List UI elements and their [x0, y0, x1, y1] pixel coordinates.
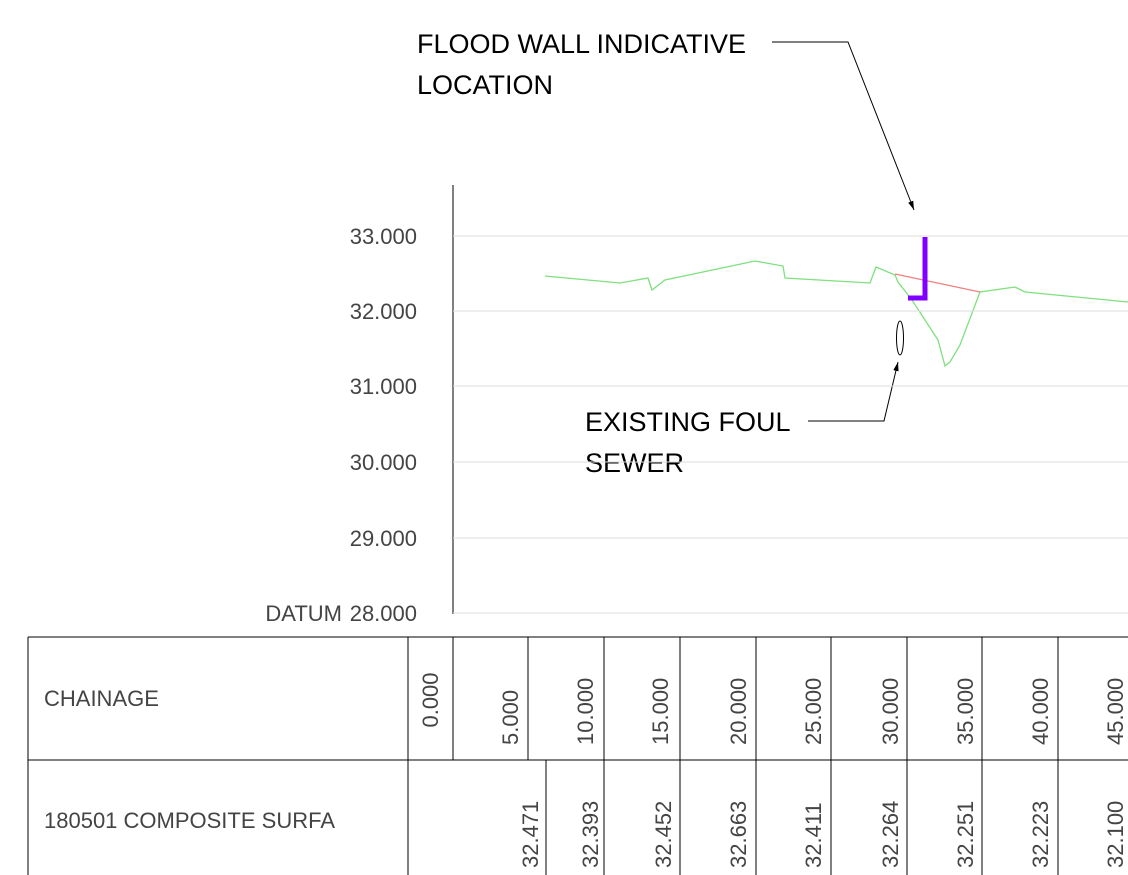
datum-label: DATUM [265, 601, 342, 626]
level-value: 32.264 [878, 801, 903, 868]
flood-wall [908, 237, 928, 301]
annotation: SEWER [585, 448, 684, 478]
level-label: 32.000 [350, 299, 417, 324]
level-label: 31.000 [350, 374, 417, 399]
leader [808, 361, 899, 422]
sewer-pipe [896, 320, 904, 356]
level-value: 32.471 [518, 801, 543, 868]
chainage-label: 35.000 [953, 678, 978, 745]
chainage-label: 45.000 [1103, 678, 1128, 745]
surface-line [544, 260, 1128, 368]
annotation: FLOOD WALL INDICATIVE [417, 29, 746, 59]
level-value: 32.452 [651, 801, 676, 868]
table-frame [27, 636, 1128, 875]
level-label: 28.000 [350, 601, 417, 626]
chainage-label: 40.000 [1028, 678, 1053, 745]
level-value: 32.663 [726, 801, 751, 868]
chainage-label: 20.000 [726, 678, 751, 745]
chainage-label: 0.000 [418, 672, 443, 727]
chainage-label: 25.000 [801, 678, 826, 745]
row-label: CHAINAGE [44, 686, 159, 711]
annotation: EXISTING FOUL [585, 407, 791, 437]
level-value: 32.100 [1103, 801, 1128, 868]
level-label: 29.000 [350, 526, 417, 551]
level-value: 32.251 [953, 801, 978, 868]
row-label: 180501 COMPOSITE SURFA [44, 808, 335, 833]
chainage-label: 30.000 [878, 678, 903, 745]
level-label: 30.000 [350, 450, 417, 475]
level-label: 33.000 [350, 224, 417, 249]
level-value: 32.411 [801, 802, 826, 868]
chainage-label: 15.000 [648, 678, 673, 745]
level-value: 32.393 [578, 801, 603, 868]
leader [772, 41, 915, 211]
chainage-label: 5.000 [498, 690, 523, 745]
level-value: 32.223 [1028, 801, 1053, 868]
design-line [894, 273, 981, 293]
chainage-label: 10.000 [573, 678, 598, 745]
annotation: LOCATION [417, 70, 553, 100]
